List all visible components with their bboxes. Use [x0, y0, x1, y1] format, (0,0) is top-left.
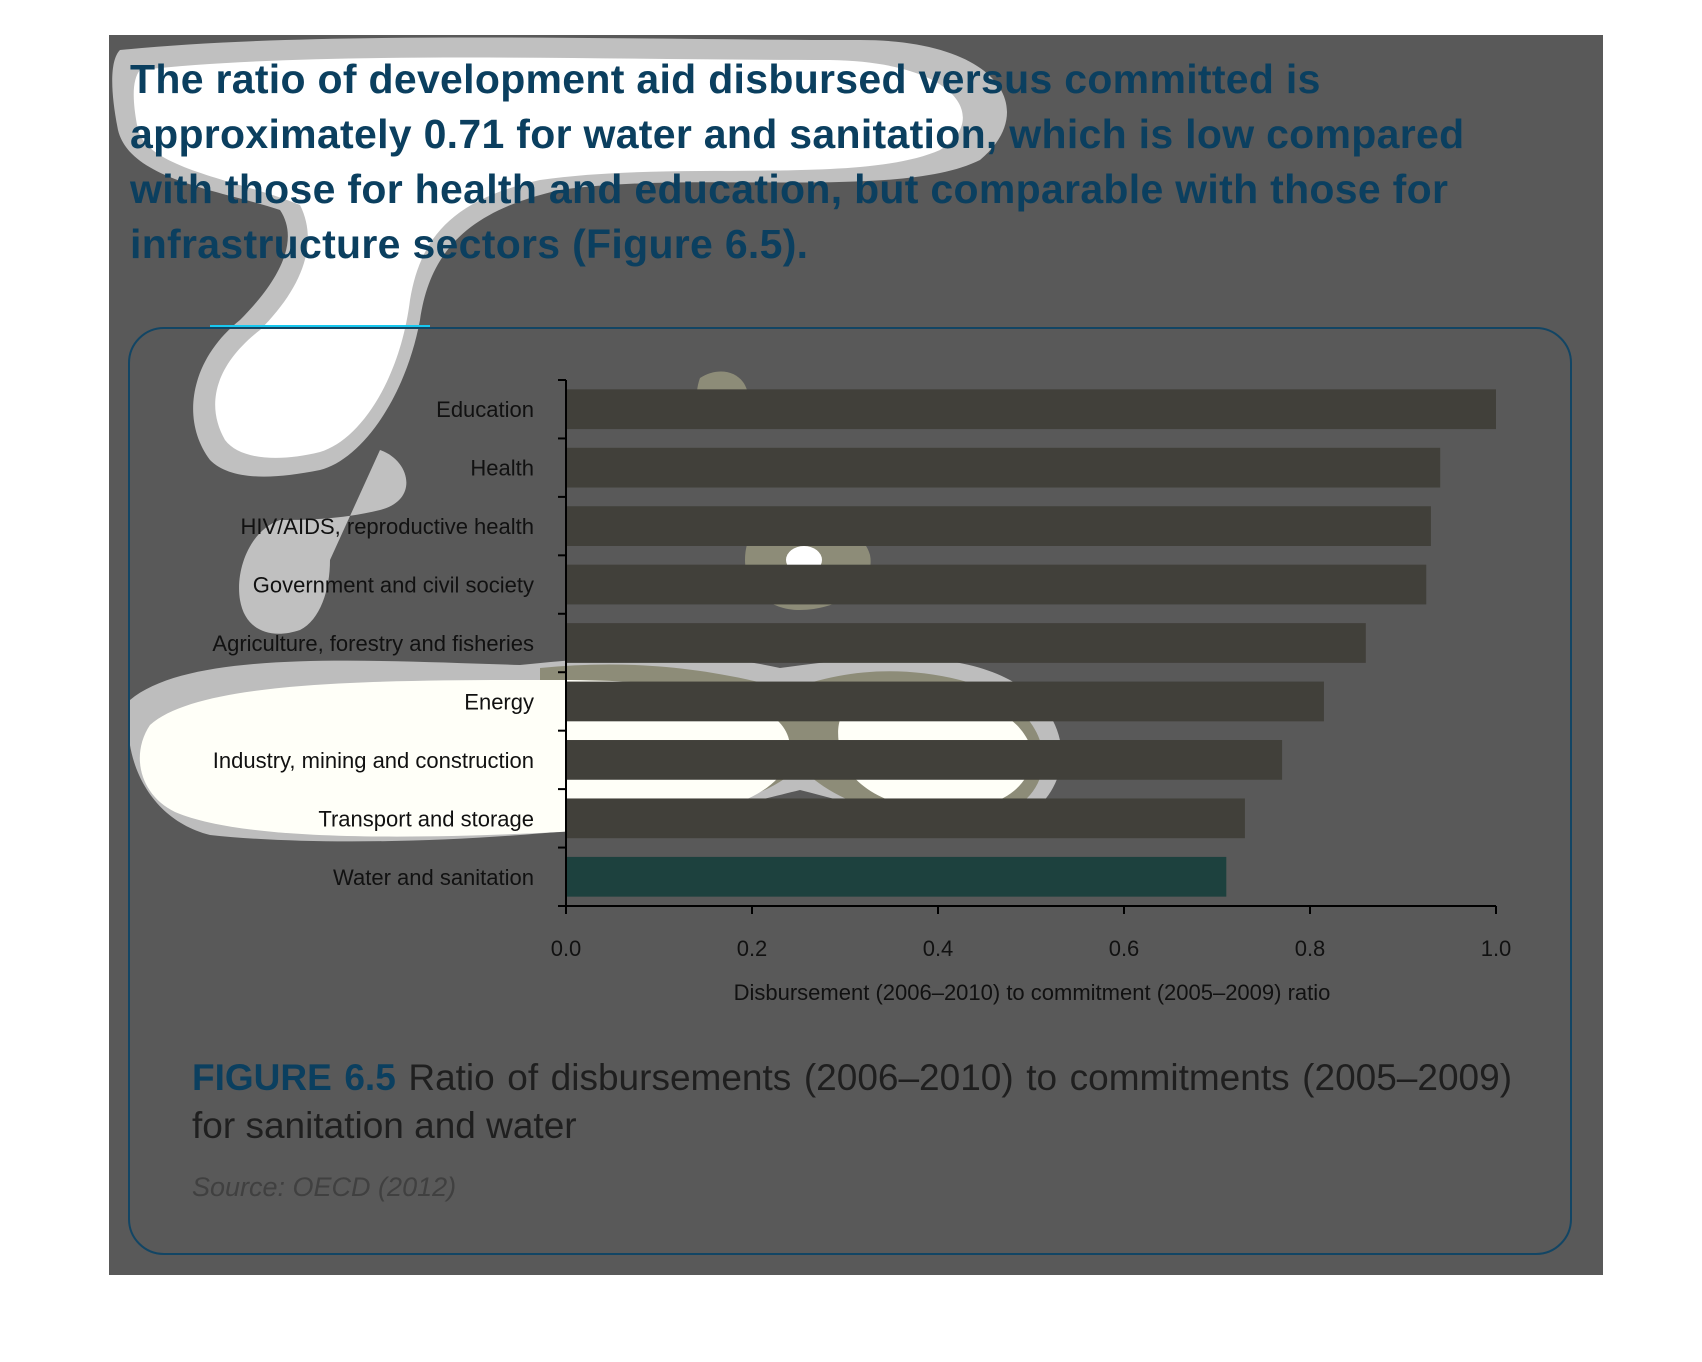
bar-5	[567, 681, 1324, 722]
category-label: Education	[436, 397, 534, 422]
x-tick-label: 0.8	[1295, 936, 1326, 961]
figure-caption: FIGURE 6.5 Ratio of disbursements (2006–…	[192, 1054, 1512, 1150]
category-label: Energy	[464, 689, 534, 714]
category-label: Government and civil society	[253, 573, 534, 598]
category-label: Industry, mining and construction	[213, 748, 534, 773]
x-tick-label: 0.0	[551, 936, 582, 961]
category-label: Health	[470, 456, 534, 481]
x-axis-title: Disbursement (2006–2010) to commitment (…	[734, 980, 1331, 1005]
bar-4	[567, 623, 1366, 663]
x-tick-label: 0.2	[737, 936, 768, 961]
x-tick-label: 1.0	[1481, 936, 1512, 961]
bar-3	[567, 564, 1427, 605]
category-label: Agriculture, forestry and fisheries	[212, 631, 534, 656]
category-label: HIV/AIDS, reproductive health	[241, 514, 534, 539]
x-tick-label: 0.4	[923, 936, 954, 961]
label-group: Education Health HIV/AIDS, reproductive he…	[212, 397, 1511, 1005]
bar-6	[567, 740, 1283, 780]
figure-source: Source: OECD (2012)	[192, 1172, 457, 1202]
category-label: Water and sanitation	[333, 865, 534, 890]
figure-caption-text: Ratio of disbursements (2006–2010) to co…	[192, 1057, 1513, 1146]
bar-8	[567, 856, 1227, 897]
x-tick-label: 0.6	[1109, 936, 1140, 961]
bar-group	[567, 389, 1496, 897]
bar-2	[567, 506, 1431, 546]
axes-group	[558, 379, 1497, 914]
figure-frame	[128, 327, 1572, 1255]
figure-number: FIGURE 6.5	[192, 1057, 396, 1098]
bar-1	[567, 447, 1441, 488]
accent-rule	[210, 325, 430, 327]
bar-7	[567, 798, 1245, 839]
bar-0	[567, 389, 1496, 430]
category-label: Transport and storage	[318, 806, 534, 831]
headline-text: The ratio of development aid disbursed v…	[130, 56, 1465, 267]
